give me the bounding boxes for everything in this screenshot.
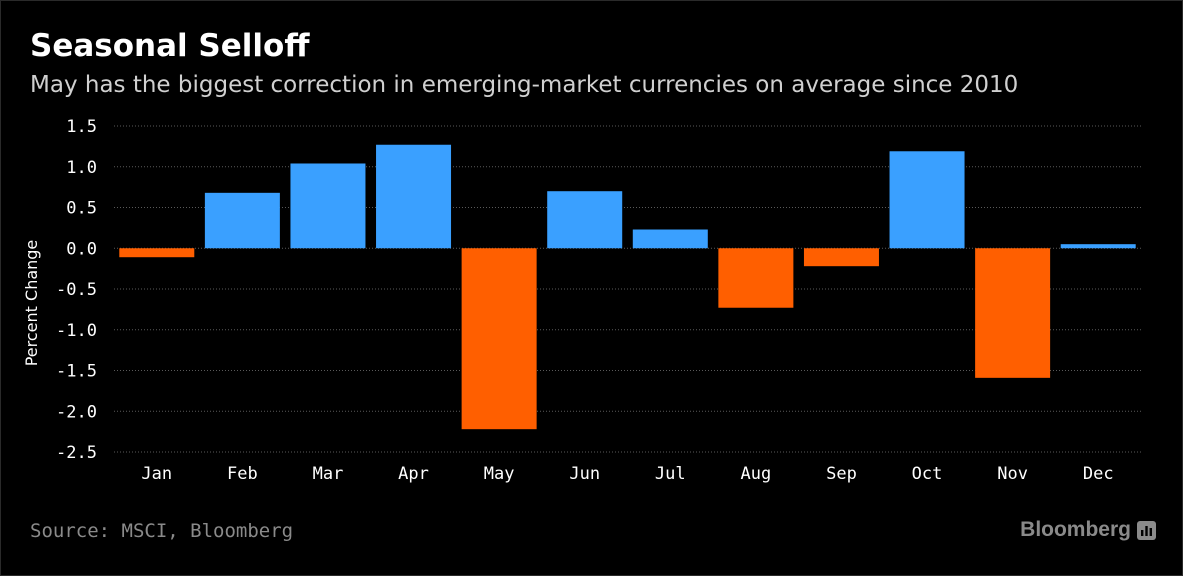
bar-jul: [632, 229, 708, 249]
y-tick-label: -1.0: [56, 321, 97, 341]
x-tick-label-nov: Nov: [997, 464, 1028, 484]
bars: [119, 144, 1136, 430]
x-tick-label-may: May: [484, 464, 515, 484]
bar-jan: [119, 248, 195, 258]
x-tick-label-mar: Mar: [313, 464, 344, 484]
x-axis-ticks: Jan Feb Mar Apr May Jun Jul Aug Sep Oct Nov Dec: [141, 464, 1113, 484]
y-tick-label: -0.5: [56, 280, 97, 300]
bar-nov: [975, 248, 1051, 378]
y-tick-label: -2.0: [56, 402, 97, 422]
x-tick-label-jan: Jan: [141, 464, 172, 484]
bloomberg-mark-icon: [1137, 520, 1156, 540]
y-axis-ticks: 1.5 1.0 0.5 0.0 -0.5 -1.0 -1.5 -2.0 -2.5: [56, 117, 97, 463]
x-tick-label-aug: Aug: [741, 464, 772, 484]
y-tick-label: 0.0: [66, 239, 97, 259]
bar-aug: [718, 248, 794, 308]
bar-mar: [290, 163, 366, 249]
x-tick-label-dec: Dec: [1083, 464, 1114, 484]
y-tick-label: 0.5: [66, 199, 97, 219]
x-tick-label-apr: Apr: [398, 464, 429, 484]
bar-jun: [547, 191, 623, 249]
chart-title: Seasonal Selloff: [30, 28, 310, 64]
y-tick-label: -2.5: [56, 443, 97, 463]
y-axis-title: Percent Change: [22, 240, 41, 367]
x-tick-label-jul: Jul: [655, 464, 686, 484]
x-tick-label-sep: Sep: [826, 464, 857, 484]
brand-wordmark: Bloomberg: [1020, 518, 1131, 541]
chart-subtitle: May has the biggest correction in emergi…: [30, 72, 1019, 98]
x-tick-label-oct: Oct: [912, 464, 943, 484]
bar-apr: [376, 144, 452, 249]
bar-may: [461, 248, 537, 430]
bar-dec: [1060, 244, 1136, 249]
bloomberg-logo: Bloomberg: [1020, 518, 1156, 542]
y-tick-label: 1.5: [66, 117, 97, 137]
bar-oct: [889, 151, 965, 249]
gridlines: [114, 125, 1141, 453]
bar-feb: [204, 192, 280, 249]
bar-sep: [803, 248, 879, 267]
x-tick-label-feb: Feb: [227, 464, 258, 484]
y-tick-label: -1.5: [56, 362, 97, 382]
x-tick-label-jun: Jun: [569, 464, 600, 484]
source-note: Source: MSCI, Bloomberg: [30, 520, 294, 542]
y-tick-label: 1.0: [66, 158, 97, 178]
